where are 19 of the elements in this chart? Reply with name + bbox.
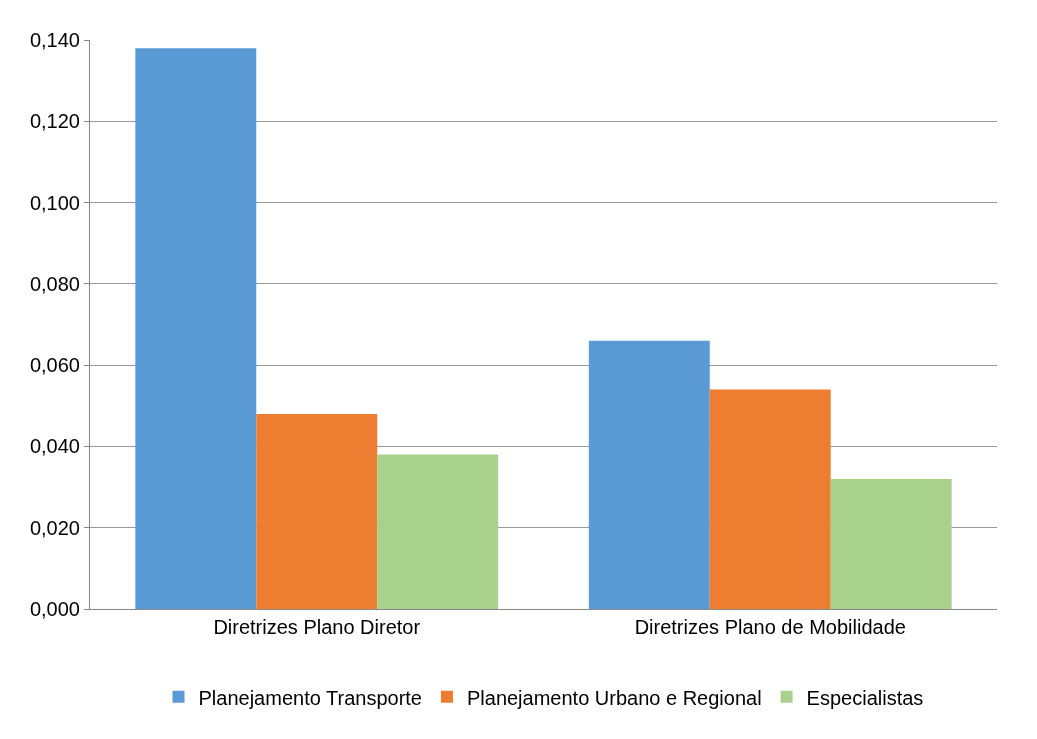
bar [830, 478, 952, 609]
y-tick-label: 0,080 [29, 272, 80, 295]
x-tick-label: Diretrizes Plano de Mobilidade [634, 616, 906, 638]
y-tick-label: 0,020 [29, 516, 80, 539]
legend-label: Planejamento Urbano e Regional [466, 686, 762, 709]
y-tick-label: 0,000 [29, 598, 80, 620]
y-tick-label: 0,060 [29, 354, 80, 377]
y-tick-label: 0,040 [29, 435, 80, 458]
bar [256, 413, 378, 609]
bar [709, 389, 831, 609]
legend-label: Planejamento Transporte [198, 686, 422, 709]
y-tick-label: 0,120 [29, 110, 80, 133]
bar [377, 454, 499, 609]
y-tick-label: 0,100 [29, 191, 80, 214]
bar [588, 340, 710, 609]
legend-label: Especialistas [806, 686, 924, 709]
y-tick-label: 0,140 [29, 29, 80, 51]
x-tick-label: Diretrizes Plano Diretor [213, 616, 421, 638]
bar [135, 48, 257, 609]
